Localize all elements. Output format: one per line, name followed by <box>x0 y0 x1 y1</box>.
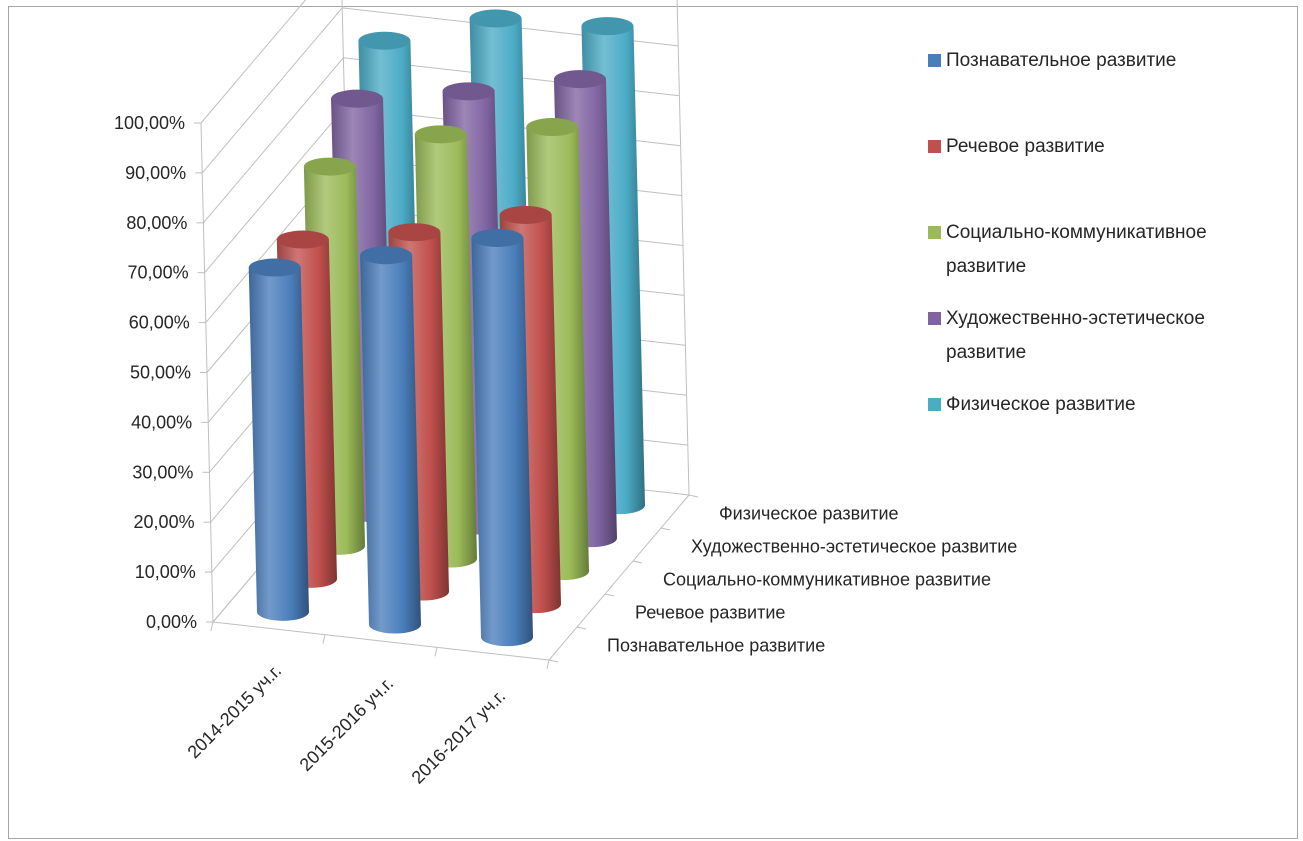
legend-label: Познавательное развитие <box>946 50 1176 71</box>
y-tick-label: 90,00% <box>125 163 186 183</box>
x-tick-mark <box>322 634 326 644</box>
x-axis-line <box>212 621 550 661</box>
depth-tick-label: Физическое развитие <box>719 504 899 524</box>
bars <box>248 9 645 647</box>
y-tick-label: 30,00% <box>132 462 193 482</box>
bar-body <box>360 255 421 634</box>
y-tick-label: 40,00% <box>131 412 192 432</box>
bar-top <box>581 17 634 36</box>
depth-tick-label: Социально-коммуникативное развитие <box>663 570 991 590</box>
legend-swatch <box>928 312 941 325</box>
bar-top <box>526 118 579 137</box>
y-tick-label: 60,00% <box>129 313 190 333</box>
depth-tick-mark <box>604 593 615 597</box>
y-tick-label: 80,00% <box>126 213 187 233</box>
bar-top <box>331 89 384 108</box>
gridline <box>200 0 307 124</box>
legend-swatch <box>928 398 941 411</box>
x-tick-label: 2015-2016 уч.г. <box>296 673 398 775</box>
legend-swatch <box>928 140 941 153</box>
depth-axis-line <box>548 494 690 661</box>
y-axis-ticks: 0,00% 10,00% 20,00% 30,00% 40,00% 50,00% 60,00… <box>114 113 197 632</box>
y-tick-label: 100,00% <box>114 113 185 133</box>
legend-label: Физическое развитие <box>946 394 1136 415</box>
legend-label: Социально-коммуникативное <box>946 222 1207 243</box>
bar-top <box>553 70 606 89</box>
x-tick-mark <box>434 647 438 657</box>
bar-top <box>360 246 413 265</box>
legend-label: Речевое развитие <box>946 136 1105 157</box>
y-tick-label: 0,00% <box>146 612 197 632</box>
depth-tick-label: Художественно-эстетическое развитие <box>691 537 1017 557</box>
depth-tick-mark <box>576 626 587 630</box>
bar-top <box>499 205 552 224</box>
bar-top <box>358 31 411 50</box>
depth-axis-labels: Познавательное развитие Речевое развитие С… <box>607 504 1017 656</box>
depth-tick-mark <box>660 527 671 531</box>
bar-cylinder <box>248 258 309 621</box>
legend-label: Художественно-эстетическое <box>946 308 1205 329</box>
bar-top <box>303 157 356 176</box>
bar-top <box>471 228 524 247</box>
x-tick-label: 2014-2015 уч.г. <box>184 661 286 763</box>
legend-swatch <box>928 54 941 67</box>
bar-cylinder <box>360 246 421 634</box>
y-tick-label: 70,00% <box>128 263 189 283</box>
bar-top <box>388 223 441 242</box>
x-tick-mark <box>546 659 550 670</box>
y-tick-label: 50,00% <box>130 363 191 383</box>
chart-frame <box>8 6 1298 839</box>
depth-tick-mark <box>632 560 643 564</box>
legend: Познавательное развитие Речевое развитие С… <box>928 50 1207 415</box>
bar-body <box>471 237 533 647</box>
legend-label: развитие <box>946 342 1026 363</box>
x-axis-labels: 2014-2015 уч.г. 2015-2016 уч.г. 2016-2017 … <box>184 661 510 788</box>
wall-edge <box>200 122 214 623</box>
x-tick-label: 2016-2017 уч.г. <box>408 686 510 788</box>
x-tick-mark <box>210 621 214 632</box>
depth-tick-mark <box>548 659 559 663</box>
legend-label: развитие <box>946 256 1026 277</box>
y-tick-label: 20,00% <box>134 512 195 532</box>
bar-top <box>248 258 301 277</box>
bar-body <box>248 267 309 621</box>
y-tick-label: 10,00% <box>135 562 196 582</box>
depth-tick-label: Познавательное развитие <box>607 636 825 656</box>
bar-top <box>469 9 522 28</box>
legend-swatch <box>928 226 941 239</box>
bar-cylinder <box>471 228 533 647</box>
wall-edge <box>676 0 690 496</box>
depth-tick-mark <box>688 494 699 498</box>
bar-top <box>442 82 495 101</box>
bar-top <box>414 125 467 144</box>
bar-top <box>276 230 329 249</box>
depth-tick-label: Речевое развитие <box>635 603 785 623</box>
